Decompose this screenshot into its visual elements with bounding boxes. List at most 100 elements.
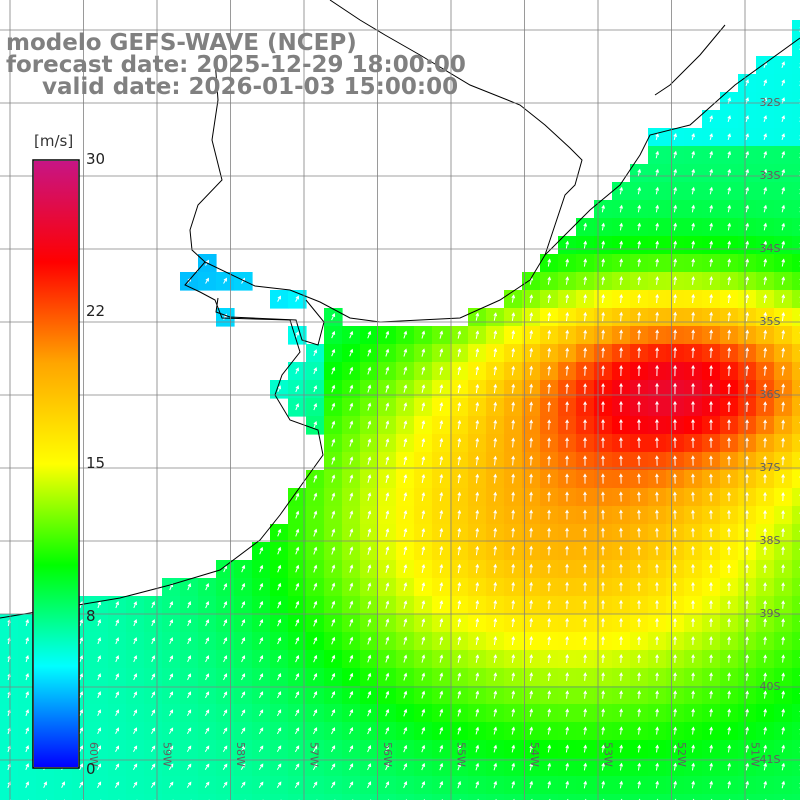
wind-arrow bbox=[457, 599, 462, 610]
wind-arrow bbox=[295, 618, 300, 627]
wind-arrow bbox=[313, 564, 318, 573]
wind-arrow bbox=[727, 563, 731, 574]
title-model: modelo GEFS-WAVE (NCEP) bbox=[6, 30, 357, 56]
wind-arrow bbox=[421, 636, 426, 645]
wind-arrow bbox=[259, 564, 264, 573]
wind-arrow bbox=[619, 400, 623, 413]
wind-arrow bbox=[421, 420, 426, 430]
wind-arrow bbox=[475, 330, 480, 339]
wind-arrow bbox=[637, 744, 642, 753]
wind-arrow bbox=[367, 546, 372, 555]
wind-arrow bbox=[97, 673, 102, 681]
wind-arrow bbox=[781, 762, 786, 771]
wind-arrow bbox=[763, 186, 768, 195]
wind-arrow bbox=[331, 564, 336, 573]
wind-arrow bbox=[457, 744, 462, 753]
wind-arrow bbox=[619, 635, 623, 646]
wind-arrow bbox=[529, 329, 534, 340]
wind-arrow bbox=[601, 599, 605, 610]
wind-arrow bbox=[727, 437, 731, 448]
wind-arrow bbox=[565, 240, 570, 249]
wind-arrow bbox=[709, 168, 714, 177]
wind-arrow bbox=[25, 618, 30, 627]
wind-arrow bbox=[547, 690, 552, 699]
wind-arrow bbox=[709, 654, 713, 663]
wind-arrow bbox=[691, 527, 695, 538]
longitude-label: 55W bbox=[455, 742, 468, 767]
wind-arrow bbox=[709, 186, 714, 195]
wind-arrow bbox=[439, 491, 444, 502]
wind-arrow bbox=[727, 115, 731, 123]
wind-arrow bbox=[367, 438, 372, 447]
wind-speed-cell bbox=[792, 20, 800, 39]
wind-arrow bbox=[457, 366, 462, 375]
wind-arrow bbox=[583, 276, 588, 285]
wind-arrow bbox=[655, 150, 660, 159]
wind-arrow bbox=[619, 222, 624, 231]
wind-arrow bbox=[727, 726, 732, 735]
wind-speed-cell bbox=[558, 794, 577, 800]
wind-arrow bbox=[637, 762, 642, 771]
wind-arrow bbox=[511, 599, 516, 610]
wind-speed-cell bbox=[792, 92, 800, 111]
wind-arrow bbox=[691, 150, 696, 159]
wind-arrow bbox=[295, 691, 300, 699]
wind-arrow bbox=[547, 581, 551, 592]
wind-arrow bbox=[709, 581, 713, 592]
wind-arrow bbox=[493, 437, 498, 448]
wind-arrow bbox=[727, 204, 732, 213]
wind-arrow bbox=[439, 437, 444, 448]
wind-arrow bbox=[475, 455, 480, 466]
wind-arrow bbox=[673, 527, 677, 538]
wind-arrow bbox=[619, 437, 623, 448]
wind-arrow bbox=[277, 691, 282, 699]
wind-arrow bbox=[385, 744, 390, 753]
wind-arrow bbox=[204, 745, 210, 752]
wind-arrow bbox=[745, 780, 750, 789]
wind-arrow bbox=[367, 510, 372, 519]
wind-arrow bbox=[601, 690, 605, 699]
wind-arrow bbox=[313, 691, 318, 699]
wind-arrow bbox=[763, 654, 767, 663]
wind-arrow bbox=[709, 636, 713, 645]
wind-arrow bbox=[349, 348, 354, 357]
wind-arrow bbox=[367, 492, 372, 501]
wind-arrow bbox=[781, 780, 786, 789]
wind-arrow bbox=[493, 599, 498, 610]
wind-arrow bbox=[187, 619, 192, 627]
wind-arrow bbox=[403, 384, 408, 393]
wind-arrow bbox=[151, 727, 156, 735]
wind-arrow bbox=[583, 581, 587, 592]
wind-arrow bbox=[457, 330, 462, 339]
wind-arrow bbox=[655, 527, 659, 538]
wind-arrow bbox=[276, 781, 282, 788]
wind-arrow bbox=[745, 455, 749, 466]
wind-speed-cell bbox=[792, 380, 800, 399]
wind-arrow bbox=[781, 168, 786, 177]
wind-arrow bbox=[439, 780, 444, 789]
wind-arrow bbox=[547, 509, 551, 520]
wind-arrow bbox=[133, 655, 138, 663]
wind-arrow bbox=[421, 780, 426, 789]
latitude-label: 38S bbox=[760, 534, 781, 547]
wind-arrow bbox=[294, 745, 300, 753]
wind-arrow bbox=[529, 437, 534, 448]
wind-arrow bbox=[673, 329, 677, 340]
wind-arrow bbox=[295, 546, 300, 555]
wind-arrow bbox=[25, 727, 30, 735]
wind-arrow bbox=[511, 527, 516, 538]
wind-arrow bbox=[439, 419, 444, 430]
wind-arrow bbox=[547, 258, 552, 267]
wind-arrow bbox=[79, 673, 84, 681]
longitude-label: 52W bbox=[675, 742, 688, 767]
wind-arrow bbox=[367, 726, 372, 735]
wind-arrow bbox=[565, 654, 570, 663]
wind-arrow bbox=[312, 745, 318, 753]
wind-arrow bbox=[709, 599, 713, 609]
wind-arrow bbox=[745, 401, 749, 412]
wind-arrow bbox=[691, 780, 696, 789]
wind-arrow bbox=[331, 690, 336, 699]
wind-arrow bbox=[241, 637, 246, 645]
wind-arrow bbox=[691, 204, 696, 213]
